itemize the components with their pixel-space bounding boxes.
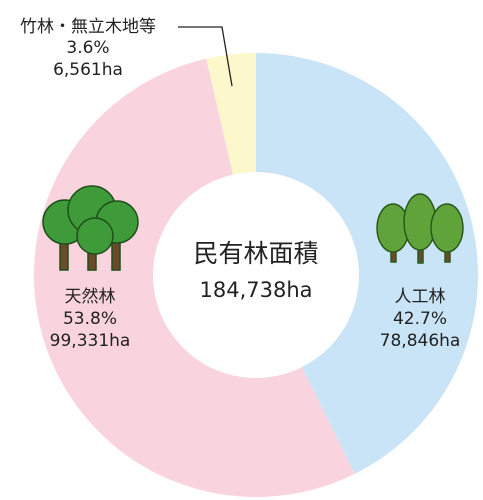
donut-segment [34,58,355,497]
natural-forest-icon [42,185,139,271]
leader-line [178,26,233,87]
value-label: 42.7% [393,309,447,329]
value-label: 53.8% [63,309,117,329]
area-label: 78,846ha [380,331,461,351]
value-label: 3.6% [66,38,109,58]
area-label: 6,561ha [53,60,123,80]
category-label: 天然林 [65,287,116,307]
center-title: 民有林面積 [193,239,318,268]
donut-segment [206,53,256,175]
area-label: 99,331ha [50,331,131,351]
donut-segment [256,53,479,474]
category-label: 竹林・無立木地等 [20,17,156,37]
planted-forest-icon [376,193,464,264]
category-label: 人工林 [395,287,446,307]
center-total: 184,738ha [199,278,312,302]
donut [34,53,479,497]
